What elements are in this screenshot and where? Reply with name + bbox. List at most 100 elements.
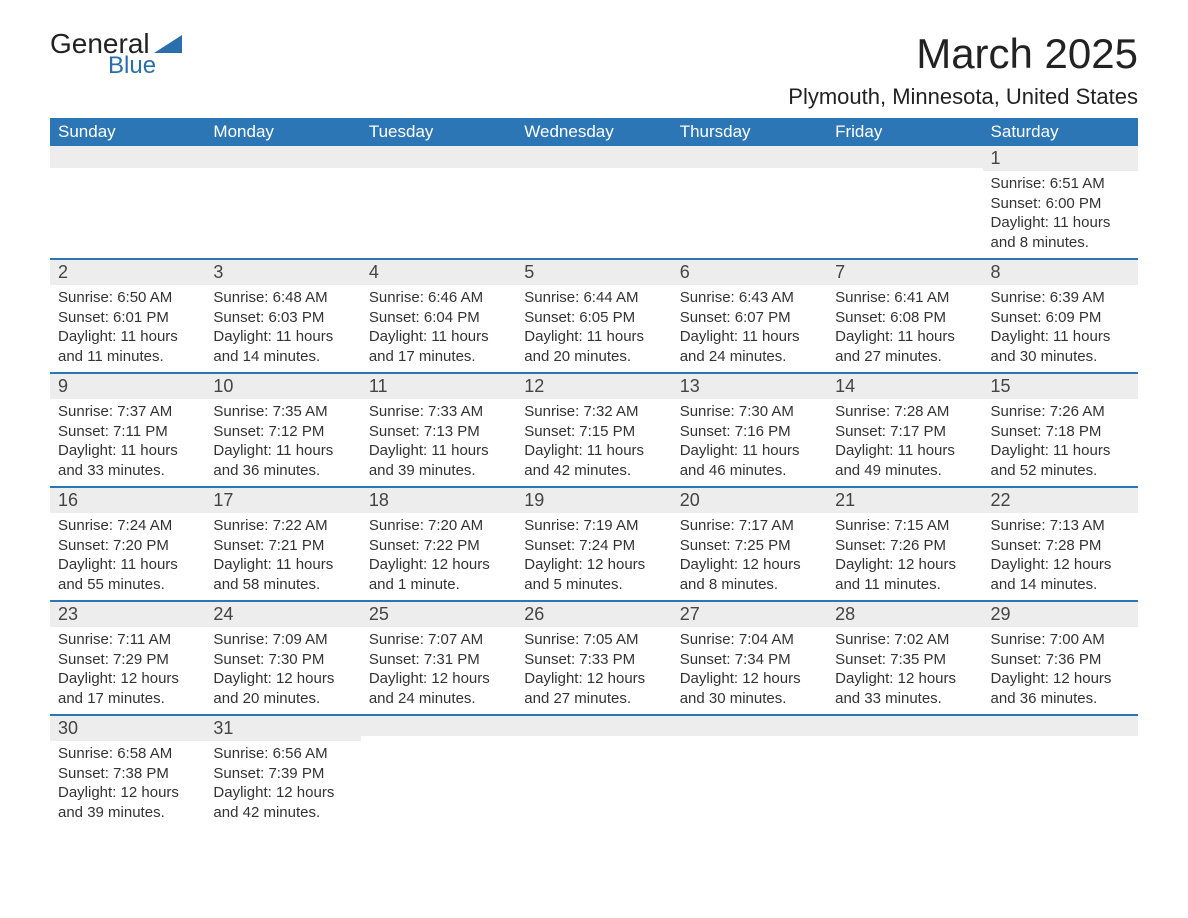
sunrise-text: Sunrise: 6:43 AM bbox=[680, 288, 819, 308]
sunset-text: Sunset: 7:25 PM bbox=[680, 536, 819, 556]
calendar-cell bbox=[361, 146, 516, 258]
calendar-cell: 16Sunrise: 7:24 AMSunset: 7:20 PMDayligh… bbox=[50, 486, 205, 600]
day-number: 6 bbox=[672, 258, 827, 285]
sunrise-text: Sunrise: 7:28 AM bbox=[835, 402, 974, 422]
sunset-text: Sunset: 7:13 PM bbox=[369, 422, 508, 442]
sunset-text: Sunset: 7:24 PM bbox=[524, 536, 663, 556]
day-details: Sunrise: 6:41 AMSunset: 6:08 PMDaylight:… bbox=[827, 285, 982, 372]
day-number: 17 bbox=[205, 486, 360, 513]
daylight-text: Daylight: 12 hours and 36 minutes. bbox=[991, 669, 1130, 708]
sunset-text: Sunset: 7:26 PM bbox=[835, 536, 974, 556]
calendar-cell bbox=[827, 714, 982, 828]
daylight-text: Daylight: 11 hours and 11 minutes. bbox=[58, 327, 197, 366]
sunrise-text: Sunrise: 7:02 AM bbox=[835, 630, 974, 650]
calendar-cell: 7Sunrise: 6:41 AMSunset: 6:08 PMDaylight… bbox=[827, 258, 982, 372]
day-number: 23 bbox=[50, 600, 205, 627]
day-details: Sunrise: 7:37 AMSunset: 7:11 PMDaylight:… bbox=[50, 399, 205, 486]
sunset-text: Sunset: 7:11 PM bbox=[58, 422, 197, 442]
sunrise-text: Sunrise: 7:05 AM bbox=[524, 630, 663, 650]
sunset-text: Sunset: 6:09 PM bbox=[991, 308, 1130, 328]
trailing-daynum-bar bbox=[827, 714, 982, 736]
day-details: Sunrise: 7:04 AMSunset: 7:34 PMDaylight:… bbox=[672, 627, 827, 714]
sunset-text: Sunset: 7:39 PM bbox=[213, 764, 352, 784]
calendar-cell bbox=[516, 146, 671, 258]
day-number: 5 bbox=[516, 258, 671, 285]
sunrise-text: Sunrise: 7:26 AM bbox=[991, 402, 1130, 422]
calendar-cell: 20Sunrise: 7:17 AMSunset: 7:25 PMDayligh… bbox=[672, 486, 827, 600]
daylight-text: Daylight: 12 hours and 1 minute. bbox=[369, 555, 508, 594]
calendar-cell: 15Sunrise: 7:26 AMSunset: 7:18 PMDayligh… bbox=[983, 372, 1138, 486]
daylight-text: Daylight: 11 hours and 24 minutes. bbox=[680, 327, 819, 366]
day-number: 28 bbox=[827, 600, 982, 627]
sunrise-text: Sunrise: 7:15 AM bbox=[835, 516, 974, 536]
day-number: 16 bbox=[50, 486, 205, 513]
daylight-text: Daylight: 12 hours and 20 minutes. bbox=[213, 669, 352, 708]
calendar-cell: 9Sunrise: 7:37 AMSunset: 7:11 PMDaylight… bbox=[50, 372, 205, 486]
empty-daynum-bar bbox=[672, 146, 827, 168]
sunrise-text: Sunrise: 6:41 AM bbox=[835, 288, 974, 308]
sunrise-text: Sunrise: 6:51 AM bbox=[991, 174, 1130, 194]
daylight-text: Daylight: 11 hours and 17 minutes. bbox=[369, 327, 508, 366]
day-number: 9 bbox=[50, 372, 205, 399]
empty-day-body bbox=[50, 168, 205, 238]
daylight-text: Daylight: 11 hours and 39 minutes. bbox=[369, 441, 508, 480]
sunrise-text: Sunrise: 7:17 AM bbox=[680, 516, 819, 536]
day-number: 8 bbox=[983, 258, 1138, 285]
sunset-text: Sunset: 7:17 PM bbox=[835, 422, 974, 442]
weekday-header: Sunday bbox=[50, 118, 205, 146]
empty-day-body bbox=[827, 168, 982, 238]
daylight-text: Daylight: 12 hours and 5 minutes. bbox=[524, 555, 663, 594]
calendar-cell: 8Sunrise: 6:39 AMSunset: 6:09 PMDaylight… bbox=[983, 258, 1138, 372]
weekday-header: Wednesday bbox=[516, 118, 671, 146]
sunrise-text: Sunrise: 7:07 AM bbox=[369, 630, 508, 650]
sunset-text: Sunset: 7:33 PM bbox=[524, 650, 663, 670]
sunset-text: Sunset: 7:20 PM bbox=[58, 536, 197, 556]
calendar-week: 9Sunrise: 7:37 AMSunset: 7:11 PMDaylight… bbox=[50, 372, 1138, 486]
day-details: Sunrise: 6:56 AMSunset: 7:39 PMDaylight:… bbox=[205, 741, 360, 828]
page-header: General Blue March 2025 Plymouth, Minnes… bbox=[50, 30, 1138, 110]
sunrise-text: Sunrise: 6:58 AM bbox=[58, 744, 197, 764]
day-number: 27 bbox=[672, 600, 827, 627]
day-details: Sunrise: 7:09 AMSunset: 7:30 PMDaylight:… bbox=[205, 627, 360, 714]
calendar-cell bbox=[827, 146, 982, 258]
day-details: Sunrise: 7:02 AMSunset: 7:35 PMDaylight:… bbox=[827, 627, 982, 714]
sunset-text: Sunset: 7:36 PM bbox=[991, 650, 1130, 670]
day-details: Sunrise: 7:11 AMSunset: 7:29 PMDaylight:… bbox=[50, 627, 205, 714]
calendar-table: SundayMondayTuesdayWednesdayThursdayFrid… bbox=[50, 118, 1138, 828]
sunset-text: Sunset: 7:15 PM bbox=[524, 422, 663, 442]
calendar-cell: 5Sunrise: 6:44 AMSunset: 6:05 PMDaylight… bbox=[516, 258, 671, 372]
empty-daynum-bar bbox=[50, 146, 205, 168]
calendar-week: 2Sunrise: 6:50 AMSunset: 6:01 PMDaylight… bbox=[50, 258, 1138, 372]
title-block: March 2025 Plymouth, Minnesota, United S… bbox=[788, 30, 1138, 110]
sunset-text: Sunset: 7:38 PM bbox=[58, 764, 197, 784]
calendar-cell: 13Sunrise: 7:30 AMSunset: 7:16 PMDayligh… bbox=[672, 372, 827, 486]
daylight-text: Daylight: 12 hours and 11 minutes. bbox=[835, 555, 974, 594]
calendar-cell bbox=[672, 714, 827, 828]
sunrise-text: Sunrise: 6:50 AM bbox=[58, 288, 197, 308]
day-details: Sunrise: 7:28 AMSunset: 7:17 PMDaylight:… bbox=[827, 399, 982, 486]
day-number: 14 bbox=[827, 372, 982, 399]
day-number: 2 bbox=[50, 258, 205, 285]
month-title: March 2025 bbox=[788, 30, 1138, 78]
sunset-text: Sunset: 7:28 PM bbox=[991, 536, 1130, 556]
sunset-text: Sunset: 7:35 PM bbox=[835, 650, 974, 670]
daylight-text: Daylight: 12 hours and 27 minutes. bbox=[524, 669, 663, 708]
day-number: 13 bbox=[672, 372, 827, 399]
calendar-body: 1Sunrise: 6:51 AMSunset: 6:00 PMDaylight… bbox=[50, 146, 1138, 828]
day-number: 18 bbox=[361, 486, 516, 513]
sunrise-text: Sunrise: 7:20 AM bbox=[369, 516, 508, 536]
calendar-cell: 29Sunrise: 7:00 AMSunset: 7:36 PMDayligh… bbox=[983, 600, 1138, 714]
calendar-week: 30Sunrise: 6:58 AMSunset: 7:38 PMDayligh… bbox=[50, 714, 1138, 828]
sunrise-text: Sunrise: 7:22 AM bbox=[213, 516, 352, 536]
daylight-text: Daylight: 11 hours and 46 minutes. bbox=[680, 441, 819, 480]
day-details: Sunrise: 7:35 AMSunset: 7:12 PMDaylight:… bbox=[205, 399, 360, 486]
sunset-text: Sunset: 7:18 PM bbox=[991, 422, 1130, 442]
calendar-cell: 4Sunrise: 6:46 AMSunset: 6:04 PMDaylight… bbox=[361, 258, 516, 372]
weekday-header: Thursday bbox=[672, 118, 827, 146]
sunrise-text: Sunrise: 7:24 AM bbox=[58, 516, 197, 536]
sunset-text: Sunset: 7:21 PM bbox=[213, 536, 352, 556]
calendar-cell bbox=[983, 714, 1138, 828]
empty-daynum-bar bbox=[827, 146, 982, 168]
calendar-cell: 12Sunrise: 7:32 AMSunset: 7:15 PMDayligh… bbox=[516, 372, 671, 486]
daylight-text: Daylight: 11 hours and 58 minutes. bbox=[213, 555, 352, 594]
